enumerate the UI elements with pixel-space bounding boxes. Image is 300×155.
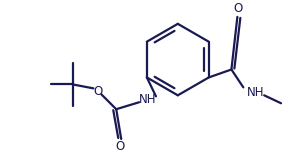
Text: O: O (116, 140, 125, 153)
Text: O: O (94, 85, 103, 98)
Text: O: O (234, 2, 243, 16)
Text: NH: NH (247, 86, 264, 99)
Text: NH: NH (139, 93, 157, 106)
